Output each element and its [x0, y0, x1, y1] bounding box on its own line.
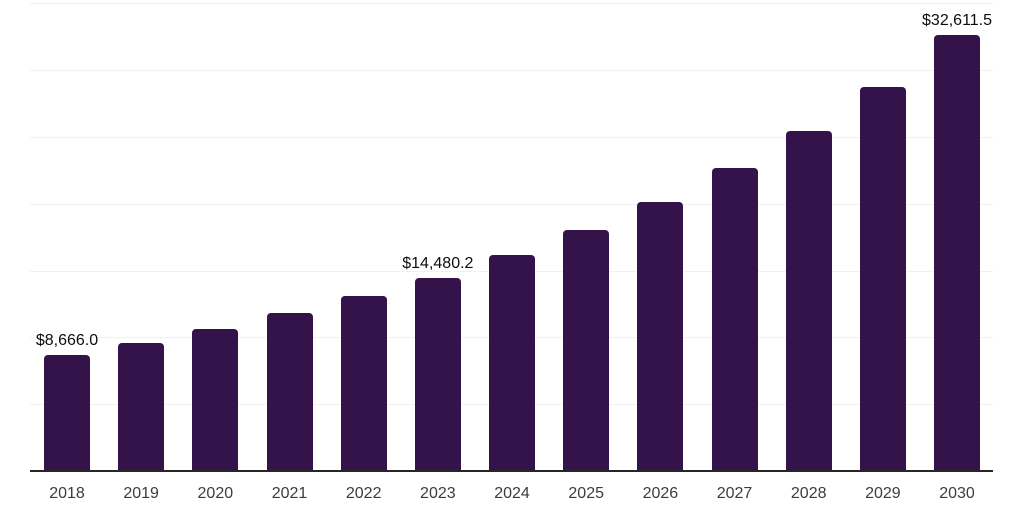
x-tick-2023: 2023 — [420, 485, 456, 502]
data-label-2018: $8,666.0 — [35, 332, 99, 350]
gridline — [30, 70, 993, 72]
bar-2026 — [637, 202, 684, 471]
x-tick-2028: 2028 — [790, 485, 827, 502]
gridline — [30, 203, 993, 205]
x-tick-2020: 2020 — [197, 485, 234, 502]
gridline — [30, 136, 993, 138]
x-tick-2019: 2019 — [123, 485, 159, 502]
x-tick-2021: 2021 — [271, 485, 308, 502]
bar-2028 — [785, 130, 832, 471]
data-label-2023: $14,480.2 — [402, 254, 474, 272]
bar-2023 — [414, 277, 461, 471]
bar-2018 — [44, 355, 90, 471]
bar-2019 — [118, 342, 165, 471]
x-tick-2022: 2022 — [345, 485, 382, 502]
bar-2030 — [934, 35, 981, 471]
x-tick-2026: 2026 — [642, 485, 679, 502]
gridline — [30, 3, 993, 5]
bar-2021 — [266, 312, 313, 471]
bar-2027 — [711, 168, 758, 471]
x-tick-2025: 2025 — [568, 485, 604, 502]
data-label-2030: $32,611.5 — [922, 12, 993, 30]
bar-2025 — [563, 230, 610, 471]
bar-2020 — [192, 329, 239, 471]
x-tick-2018: 2018 — [49, 485, 85, 502]
bar-2024 — [489, 255, 536, 471]
bar-2022 — [340, 295, 387, 471]
bar-2029 — [859, 86, 906, 471]
x-tick-2024: 2024 — [494, 485, 530, 502]
x-axis-line — [30, 470, 993, 472]
x-tick-2029: 2029 — [865, 485, 901, 502]
x-tick-2030: 2030 — [939, 485, 975, 502]
x-tick-2027: 2027 — [716, 485, 753, 502]
